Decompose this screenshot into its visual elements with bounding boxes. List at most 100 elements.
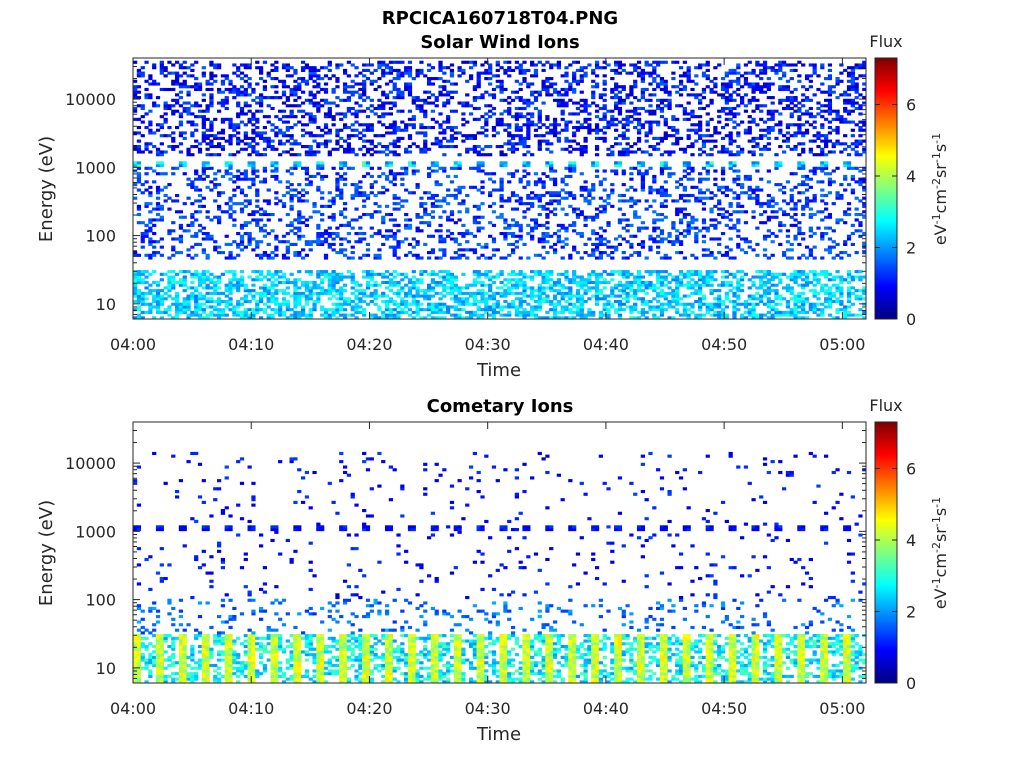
- heatmap-cell: [510, 278, 516, 282]
- heatmap-cell: [201, 302, 206, 306]
- heatmap-cell: [213, 248, 218, 252]
- heatmap-cell: [667, 286, 672, 290]
- heatmap-cell: [545, 215, 550, 219]
- heatmap-cell: [701, 297, 707, 301]
- heatmap-cell: [426, 90, 432, 94]
- heatmap-cell: [602, 104, 607, 108]
- heatmap-cell: [197, 313, 203, 317]
- heatmap-cell: [457, 289, 462, 293]
- heatmap-cell: [354, 305, 359, 309]
- heatmap-cell: [602, 207, 607, 211]
- heatmap-cell: [201, 66, 206, 70]
- heatmap-cell: [446, 145, 451, 149]
- heatmap-cell: [262, 310, 268, 314]
- heatmap-cell: [362, 289, 367, 293]
- heatmap-cell: [384, 125, 390, 130]
- heatmap-cell: [133, 106, 138, 111]
- heatmap-cell: [171, 270, 176, 274]
- heatmap-cell: [174, 308, 180, 312]
- heatmap-cell: [362, 191, 367, 195]
- heatmap-cell: [518, 139, 523, 143]
- heatmap-cell: [480, 215, 485, 219]
- heatmap-cell: [258, 240, 264, 244]
- heatmap-cell: [415, 145, 420, 149]
- heatmap-cell: [197, 87, 203, 92]
- heatmap-cell: [209, 237, 214, 241]
- heatmap-cell: [690, 87, 695, 92]
- heatmap-cell: [526, 101, 531, 105]
- heatmap-cell: [201, 310, 206, 314]
- heatmap-cell: [396, 302, 401, 306]
- heatmap-cell: [346, 98, 352, 102]
- heatmap-cell: [510, 286, 516, 290]
- heatmap-cell: [682, 71, 687, 75]
- heatmap-cell: [362, 98, 367, 102]
- heatmap-cell: [182, 302, 187, 306]
- heatmap-cell: [568, 286, 573, 290]
- heatmap-cell: [644, 286, 649, 290]
- heatmap-cell: [232, 193, 237, 198]
- heatmap-cell: [572, 77, 577, 81]
- heatmap-cell: [362, 87, 367, 92]
- heatmap-cell: [579, 153, 584, 157]
- heatmap-cell: [155, 82, 161, 86]
- heatmap-cell: [587, 286, 592, 290]
- heatmap-cell: [446, 115, 451, 119]
- heatmap-cell: [300, 79, 306, 83]
- heatmap-cell: [216, 63, 222, 67]
- heatmap-cell: [373, 316, 378, 319]
- heatmap-cell: [258, 104, 264, 108]
- heatmap-cell: [480, 272, 485, 276]
- heatmap-cell: [201, 297, 206, 301]
- heatmap-cell: [698, 188, 703, 192]
- heatmap-cell: [312, 104, 317, 108]
- heatmap-cell: [610, 68, 615, 72]
- heatmap-cell: [194, 199, 199, 203]
- heatmap-cell: [575, 79, 581, 83]
- heatmap-cell: [633, 278, 638, 282]
- heatmap-cell: [274, 234, 279, 238]
- heatmap-cell: [438, 142, 443, 146]
- heatmap-cell: [484, 128, 489, 132]
- heatmap-cell: [407, 226, 413, 230]
- heatmap-cell: [133, 316, 138, 319]
- heatmap-cell: [484, 299, 489, 304]
- heatmap-cell: [419, 196, 424, 200]
- heatmap-cell: [606, 196, 611, 200]
- heatmap-cell: [140, 232, 145, 236]
- heatmap-cell: [705, 161, 710, 165]
- heatmap-cell: [133, 90, 138, 94]
- heatmap-cell: [293, 313, 298, 317]
- heatmap-cell: [614, 60, 619, 64]
- heatmap-cell: [465, 232, 470, 236]
- heatmap-cell: [236, 242, 241, 246]
- heatmap-cell: [579, 280, 584, 285]
- heatmap-cell: [495, 215, 500, 219]
- heatmap-cell: [251, 147, 256, 151]
- heatmap-cell: [579, 278, 584, 282]
- heatmap-cell: [564, 74, 569, 78]
- heatmap-cell: [388, 212, 394, 217]
- heatmap-cell: [312, 302, 317, 306]
- heatmap-cell: [533, 63, 539, 67]
- heatmap-cell: [289, 242, 294, 246]
- heatmap-cell: [148, 193, 153, 198]
- heatmap-cell: [686, 145, 691, 149]
- heatmap-cell: [270, 106, 275, 111]
- heatmap-cell: [537, 199, 542, 203]
- heatmap-cell: [312, 204, 317, 208]
- heatmap-cell: [465, 120, 470, 124]
- heatmap-cell: [499, 183, 504, 187]
- heatmap-cell: [663, 283, 668, 287]
- heatmap-cell: [194, 313, 199, 317]
- heatmap-cell: [556, 131, 561, 135]
- heatmap-cell: [636, 286, 642, 290]
- heatmap-cell: [140, 115, 145, 119]
- heatmap-cell: [419, 308, 424, 312]
- heatmap-cell: [663, 188, 668, 192]
- heatmap-cell: [243, 199, 248, 203]
- heatmap-cell: [342, 299, 348, 304]
- heatmap-cell: [285, 308, 290, 312]
- heatmap-cell: [488, 191, 493, 195]
- heatmap-cell: [480, 294, 485, 298]
